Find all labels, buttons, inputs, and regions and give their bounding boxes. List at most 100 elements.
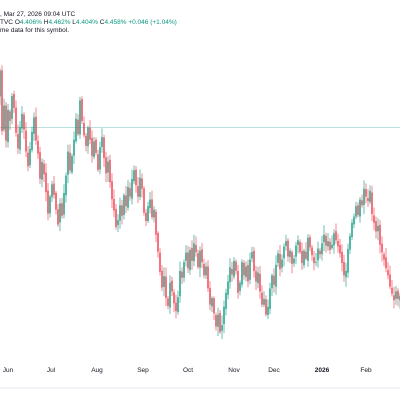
candle-body bbox=[7, 109, 9, 143]
candle bbox=[237, 264, 239, 299]
candle bbox=[29, 142, 31, 169]
candle bbox=[241, 259, 243, 288]
candle-body bbox=[33, 117, 35, 134]
candle-body bbox=[353, 216, 355, 225]
candle bbox=[63, 184, 65, 219]
candle bbox=[287, 238, 289, 262]
candle-body bbox=[105, 157, 107, 174]
candle bbox=[11, 93, 13, 125]
candles-layer bbox=[0, 65, 400, 340]
candle bbox=[107, 156, 109, 182]
candle bbox=[167, 295, 169, 310]
candle bbox=[33, 112, 35, 141]
candle bbox=[307, 234, 309, 267]
candle-body bbox=[319, 250, 321, 255]
candle-body bbox=[183, 262, 185, 278]
candle bbox=[215, 312, 217, 331]
candle-body bbox=[205, 266, 207, 276]
candle bbox=[149, 192, 151, 214]
candle-body bbox=[211, 298, 213, 307]
candle bbox=[53, 175, 55, 199]
candle-body bbox=[215, 315, 217, 327]
candle-body bbox=[257, 272, 259, 284]
candle bbox=[125, 185, 127, 214]
candle-body bbox=[91, 137, 93, 156]
low-value: 4.404% bbox=[75, 19, 98, 26]
candle bbox=[279, 245, 281, 277]
header-timestamp: , Mar 27, 2026 09:04 UTC bbox=[0, 11, 76, 18]
candle bbox=[79, 96, 81, 139]
candle bbox=[145, 209, 147, 226]
candle bbox=[341, 244, 343, 272]
candle bbox=[185, 244, 187, 267]
candle-body bbox=[357, 205, 359, 215]
candle-body bbox=[97, 154, 99, 170]
candle bbox=[103, 134, 105, 167]
candle bbox=[347, 243, 349, 278]
candle-body bbox=[255, 271, 257, 282]
candle-body bbox=[175, 302, 177, 312]
candle-body bbox=[169, 282, 171, 308]
candle bbox=[283, 243, 285, 267]
candle bbox=[135, 166, 137, 193]
candle bbox=[91, 130, 93, 163]
candle bbox=[139, 169, 141, 201]
candle-body bbox=[47, 190, 49, 214]
candle bbox=[109, 154, 111, 188]
candle bbox=[391, 279, 393, 297]
candle-body bbox=[187, 252, 189, 269]
candle bbox=[157, 231, 159, 258]
candle-body bbox=[209, 288, 211, 305]
candle-body bbox=[137, 186, 139, 197]
candle-body bbox=[379, 224, 381, 245]
candle-body bbox=[41, 162, 43, 180]
candle bbox=[23, 112, 25, 139]
candle-body bbox=[225, 292, 227, 309]
candle bbox=[203, 258, 205, 279]
candle-body bbox=[93, 141, 95, 157]
candle bbox=[285, 234, 287, 251]
candle-body bbox=[39, 152, 41, 179]
candle-body bbox=[35, 116, 37, 141]
candle bbox=[57, 204, 59, 228]
candle-body bbox=[309, 237, 311, 248]
close-label: C bbox=[99, 19, 105, 26]
candle-body bbox=[219, 313, 221, 333]
candle-body bbox=[293, 258, 295, 264]
candle bbox=[375, 216, 377, 239]
candle-body bbox=[83, 123, 85, 136]
candle-body bbox=[261, 292, 263, 305]
candle-body bbox=[61, 203, 63, 216]
candle bbox=[131, 169, 133, 205]
candle-body bbox=[113, 198, 115, 211]
candle bbox=[75, 113, 77, 144]
candle bbox=[257, 267, 259, 289]
candle-body bbox=[147, 206, 149, 222]
candle-body bbox=[181, 271, 183, 278]
candle bbox=[95, 137, 97, 156]
x-tick-label: Dec bbox=[268, 367, 280, 374]
candle-body bbox=[55, 192, 57, 210]
candle bbox=[151, 190, 153, 220]
candle bbox=[293, 254, 295, 268]
candle bbox=[179, 261, 181, 303]
candle-body bbox=[37, 140, 39, 154]
candle bbox=[183, 259, 185, 283]
candle bbox=[295, 241, 297, 265]
candle-body bbox=[141, 178, 143, 189]
candle bbox=[49, 194, 51, 218]
candle-body bbox=[339, 245, 341, 254]
candle bbox=[243, 260, 245, 280]
x-tick-label: Aug bbox=[91, 367, 103, 374]
candle bbox=[245, 261, 247, 282]
candle bbox=[173, 289, 175, 313]
candle bbox=[289, 248, 291, 263]
candle-body bbox=[125, 195, 127, 207]
candle-body bbox=[145, 212, 147, 222]
candle-body bbox=[1, 70, 3, 131]
candle bbox=[21, 106, 23, 134]
candle bbox=[251, 246, 253, 263]
candle bbox=[313, 251, 315, 271]
